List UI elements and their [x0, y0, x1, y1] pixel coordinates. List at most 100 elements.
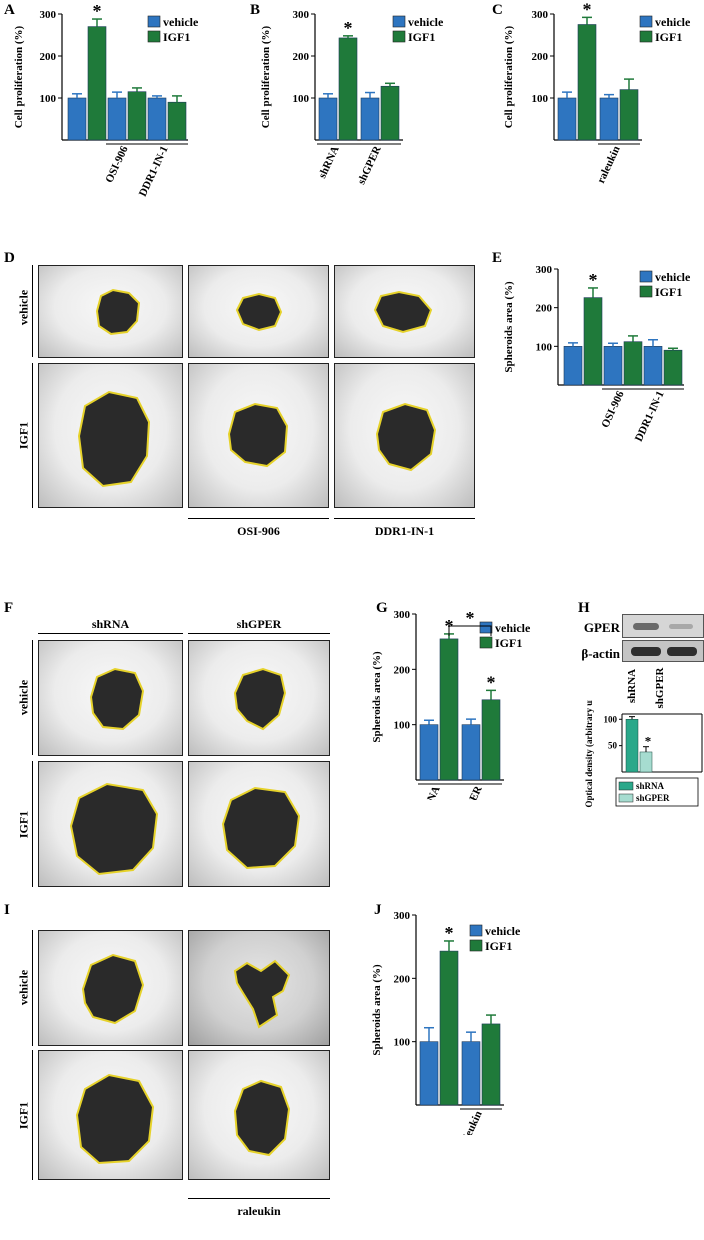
y-axis-label: Spheroids area (%)	[371, 964, 383, 1056]
x-group-label: raleukin	[457, 1109, 485, 1135]
divider-line	[32, 761, 33, 887]
legend-label-vehicle: vehicle	[485, 924, 521, 938]
group-underline	[188, 518, 329, 519]
spheroid-outline	[233, 667, 287, 731]
y-tick-label: 200	[536, 303, 553, 315]
significance-star: *	[589, 270, 598, 290]
y-tick-label: 200	[394, 664, 411, 676]
micrograph-spheroid	[38, 930, 183, 1046]
panel-letter-i: I	[4, 902, 10, 918]
y-tick-label: 200	[293, 51, 310, 63]
micrograph-spheroid	[188, 761, 330, 887]
bar	[318, 97, 338, 141]
divider-line	[32, 265, 33, 357]
x-group-label: shRNA	[316, 144, 341, 180]
legend-swatch-shrna	[618, 781, 634, 791]
group-underline	[334, 518, 475, 519]
row-label-igf1: IGF1	[16, 810, 31, 839]
spheroid-outline	[75, 1073, 155, 1165]
panel-letter-h: H	[578, 600, 590, 616]
divider-line	[32, 1050, 33, 1180]
y-axis-label: Cell proliferation (%)	[503, 25, 515, 128]
panel-letter-a: A	[4, 2, 15, 18]
bar	[481, 699, 501, 781]
chart-panel-a: 100 200 300 Cell proliferation (%) * OSI-906 D…	[13, 1, 199, 199]
y-tick-label: 200	[394, 973, 411, 985]
spheroid-outline	[233, 1079, 291, 1157]
label-shgper: shGPER	[236, 617, 282, 631]
significance-star: *	[583, 0, 592, 19]
legend-swatch-igf1	[147, 30, 161, 43]
bar	[87, 26, 107, 141]
legend-swatch-vehicle	[147, 15, 161, 28]
legend-label-vehicle: vehicle	[408, 15, 444, 29]
bar	[583, 297, 603, 386]
y-tick-label: 300	[394, 609, 411, 621]
spheroid-outline	[69, 782, 159, 876]
legend-swatch-igf1	[639, 285, 653, 298]
significance-star: *	[645, 734, 652, 749]
spheroid-outline	[233, 959, 291, 1029]
y-tick-label: 50	[608, 741, 618, 751]
spheroid-outline	[77, 390, 151, 488]
bar	[127, 91, 147, 141]
spheroid-outline	[221, 786, 301, 870]
panel-letter-j: J	[374, 902, 382, 918]
micrograph-spheroid	[188, 1050, 330, 1180]
x-group-label: shGPER	[457, 783, 486, 800]
bar	[603, 346, 623, 386]
x-group-label: OSI-906	[103, 144, 131, 185]
legend-swatch-igf1	[639, 30, 653, 43]
row-label-vehicle: vehicle	[16, 969, 31, 1006]
bar	[338, 37, 358, 141]
blot-band-actin	[622, 640, 704, 662]
significance-star: *	[344, 18, 353, 38]
bar	[439, 638, 459, 781]
bar	[107, 97, 127, 141]
bar	[577, 24, 597, 141]
group-underline	[38, 633, 183, 634]
divider-line	[32, 363, 33, 508]
bar	[563, 346, 583, 386]
bar	[67, 97, 87, 141]
micrograph-spheroid	[38, 363, 183, 508]
y-tick-label: 300	[536, 264, 553, 276]
legend-label-igf1: IGF1	[163, 30, 190, 44]
y-tick-label: 300	[40, 9, 57, 21]
bar	[481, 1023, 501, 1106]
x-group-label: shRNA	[417, 784, 442, 800]
x-group-label: DDR1-IN-1	[633, 389, 667, 443]
legend-label-igf1: IGF1	[495, 636, 522, 650]
x-group-label: OSI-906	[599, 389, 627, 430]
y-axis-label: Cell proliferation (%)	[13, 25, 25, 128]
micrograph-spheroid	[334, 265, 475, 358]
bar	[557, 97, 577, 141]
panel-letter-f: F	[4, 600, 14, 616]
chart-panel-e: 100 200 300 Spheroids area (%) * OSI-906 DDR1-…	[503, 264, 691, 444]
y-axis-label: Cell proliferation (%)	[260, 25, 272, 128]
spheroid-outline	[227, 402, 289, 468]
micrograph-spheroid	[188, 930, 330, 1046]
micrograph-spheroid	[38, 761, 183, 887]
y-tick-label: 100	[536, 341, 553, 353]
legend-swatch-vehicle	[479, 621, 493, 634]
micrograph-spheroid	[188, 363, 329, 508]
blot-band-gper	[622, 614, 704, 638]
divider-line	[32, 930, 33, 1046]
y-tick-label: 300	[532, 9, 549, 21]
panel-letter-g: G	[376, 600, 388, 616]
bar	[623, 341, 643, 386]
spheroid-outline	[235, 292, 283, 332]
y-tick-label: 100	[394, 1037, 411, 1049]
row-label-igf1: IGF1	[16, 421, 31, 450]
y-tick-label: 300	[394, 910, 411, 922]
y-tick-label: 300	[293, 9, 310, 21]
spheroid-outline	[375, 402, 437, 472]
y-tick-label: 100	[394, 720, 411, 732]
spheroid-outline	[95, 288, 141, 336]
y-tick-label: 100	[604, 714, 618, 724]
row-label-vehicle: vehicle	[16, 679, 31, 716]
legend-label-igf1: IGF1	[408, 30, 435, 44]
legend-label-vehicle: vehicle	[655, 15, 691, 29]
y-tick-label: 100	[40, 93, 57, 105]
